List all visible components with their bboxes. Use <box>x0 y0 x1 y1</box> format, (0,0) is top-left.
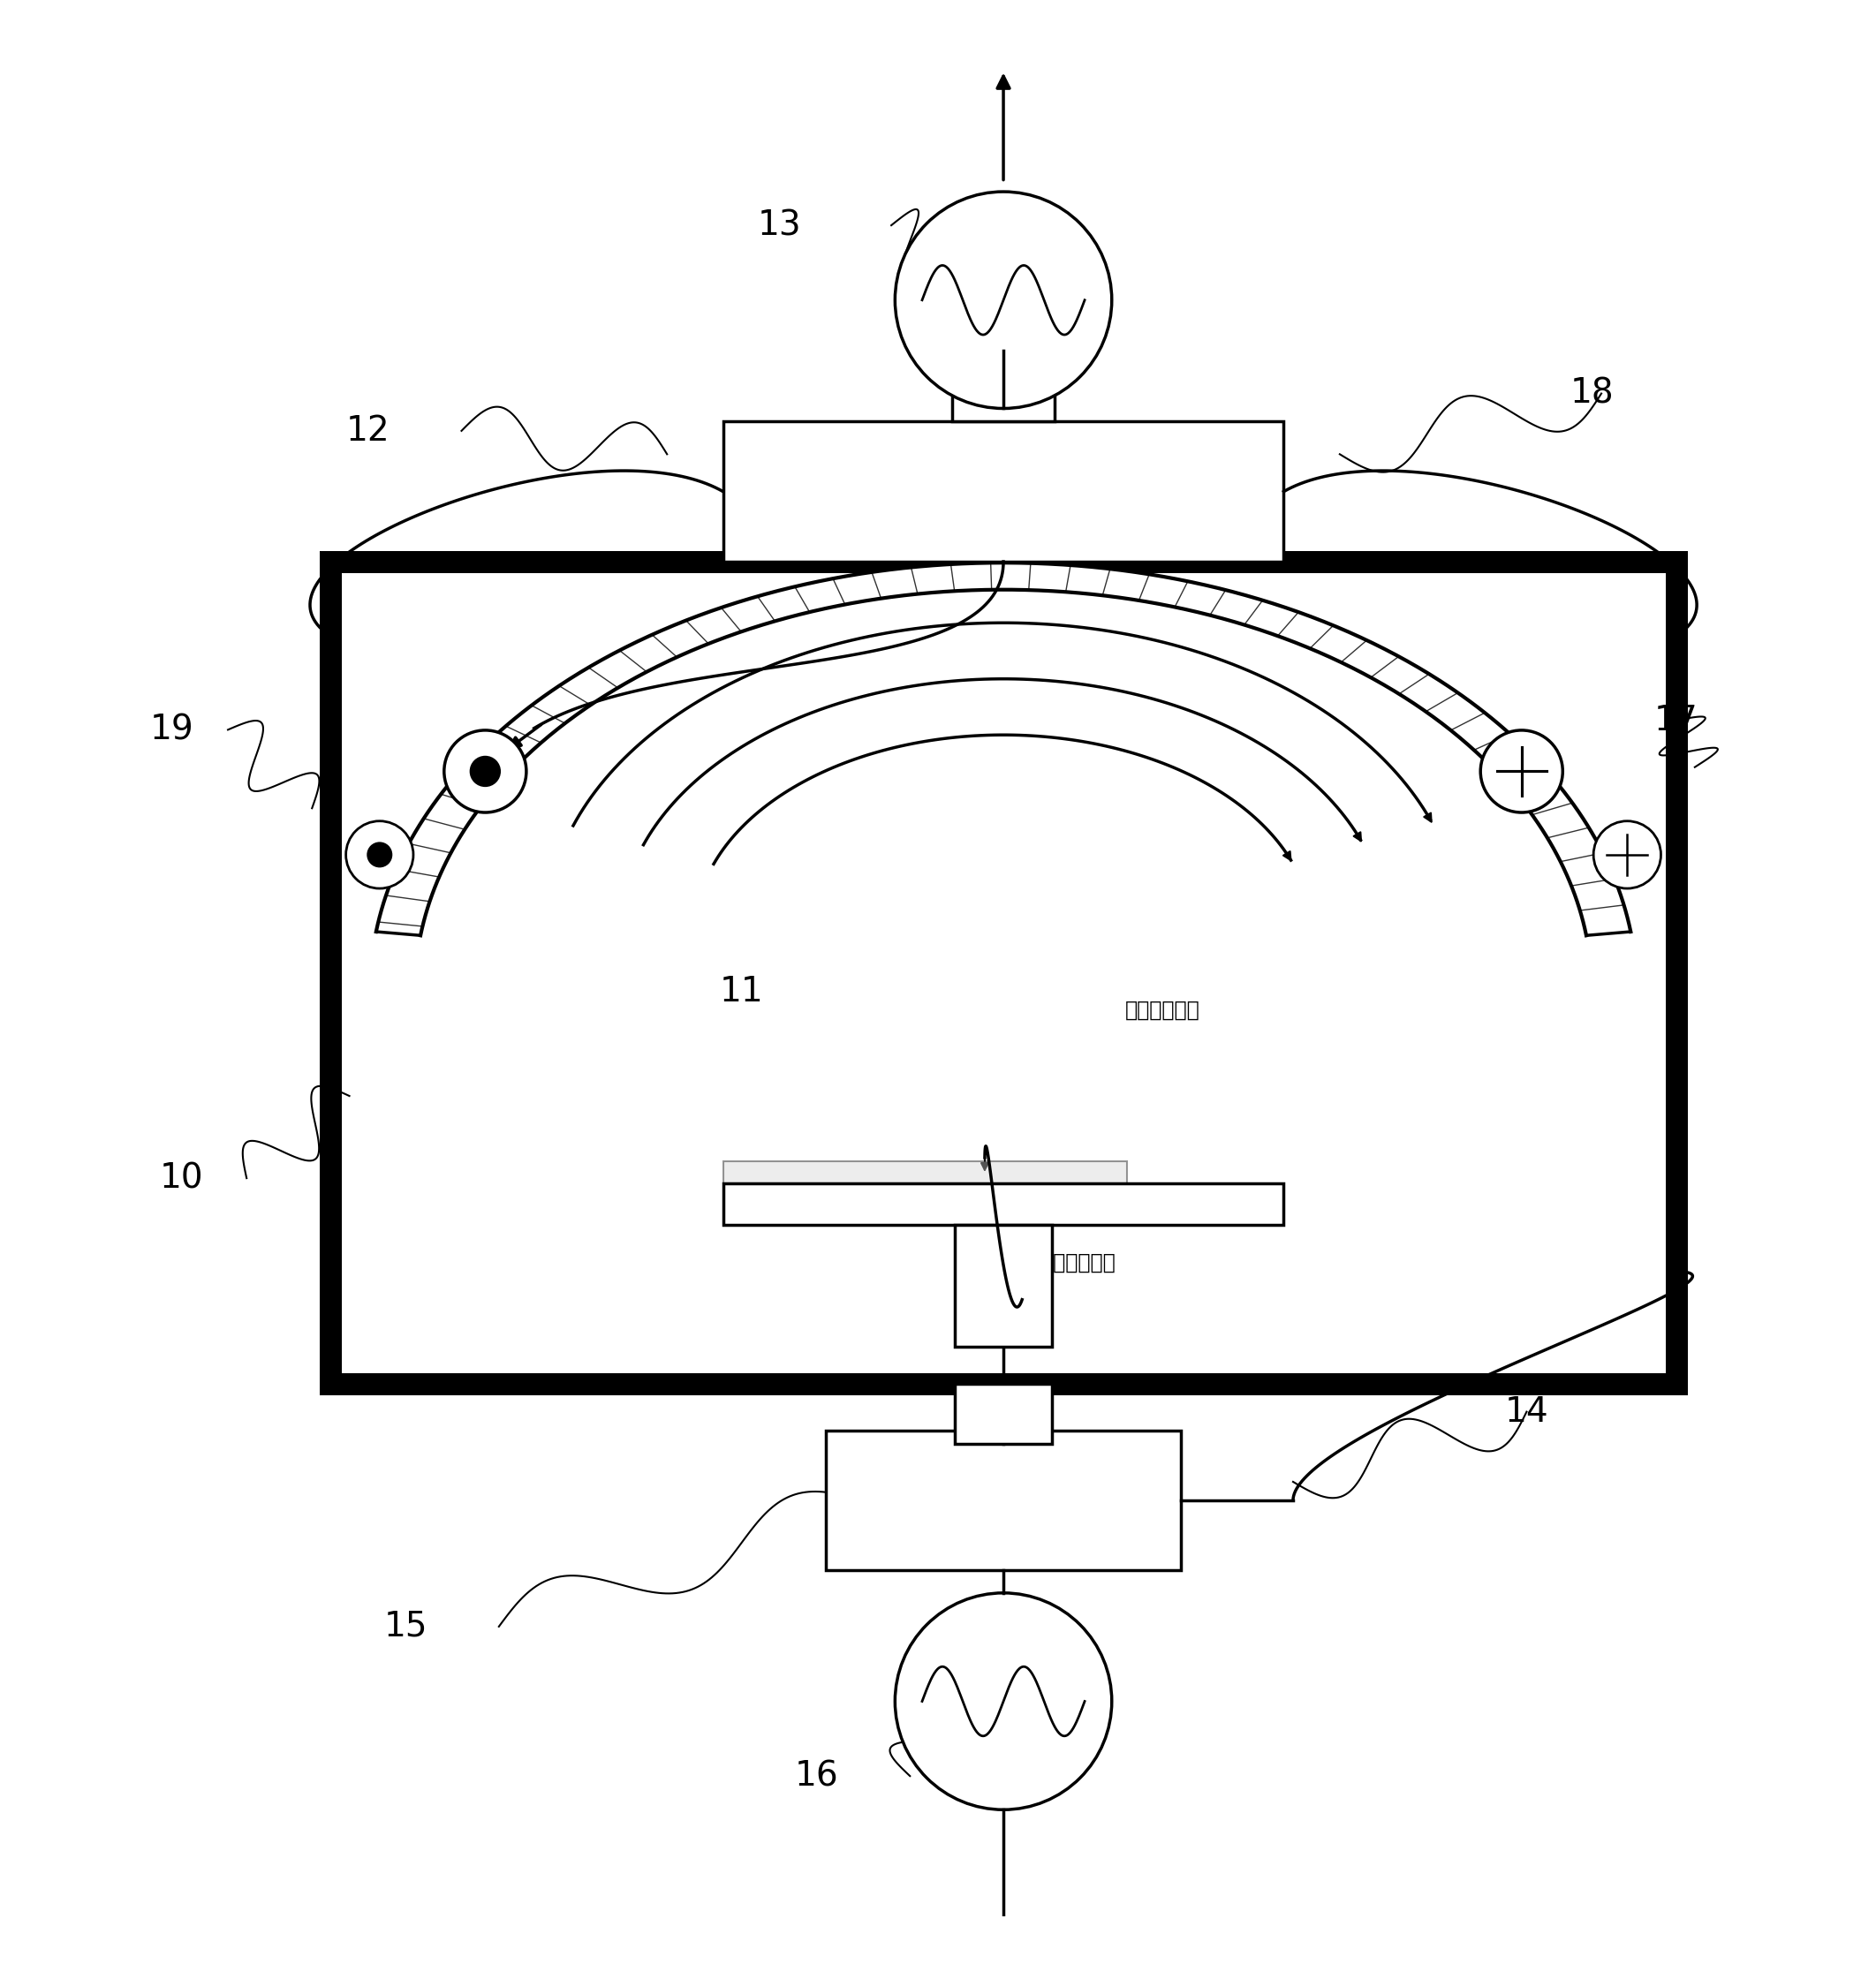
Bar <box>951 350 1054 422</box>
Text: 18: 18 <box>1570 377 1613 410</box>
Circle shape <box>1480 731 1563 813</box>
Bar <box>955 1226 1052 1347</box>
Circle shape <box>895 1593 1112 1809</box>
Circle shape <box>469 756 501 788</box>
Text: 14: 14 <box>1505 1394 1548 1428</box>
Text: 线圈电流方向: 线圈电流方向 <box>1041 1251 1116 1273</box>
Text: 15: 15 <box>383 1610 428 1644</box>
Circle shape <box>445 731 527 813</box>
Bar <box>955 1385 1052 1444</box>
Circle shape <box>368 843 392 868</box>
Text: 11: 11 <box>720 974 764 1008</box>
Text: 12: 12 <box>347 414 390 448</box>
Text: 16: 16 <box>795 1760 839 1793</box>
Bar <box>722 1184 1283 1226</box>
Text: 13: 13 <box>758 208 801 242</box>
Text: 10: 10 <box>159 1161 203 1194</box>
Text: 17: 17 <box>1655 703 1698 736</box>
Bar <box>330 562 1675 1385</box>
Bar <box>722 422 1283 562</box>
Text: 功率电流方向: 功率电流方向 <box>1126 1000 1201 1021</box>
Text: 19: 19 <box>150 713 193 746</box>
Circle shape <box>1593 821 1660 888</box>
Circle shape <box>895 192 1112 409</box>
Bar <box>722 1161 1127 1184</box>
Bar <box>825 1430 1180 1571</box>
Polygon shape <box>375 564 1630 935</box>
Circle shape <box>345 821 413 888</box>
